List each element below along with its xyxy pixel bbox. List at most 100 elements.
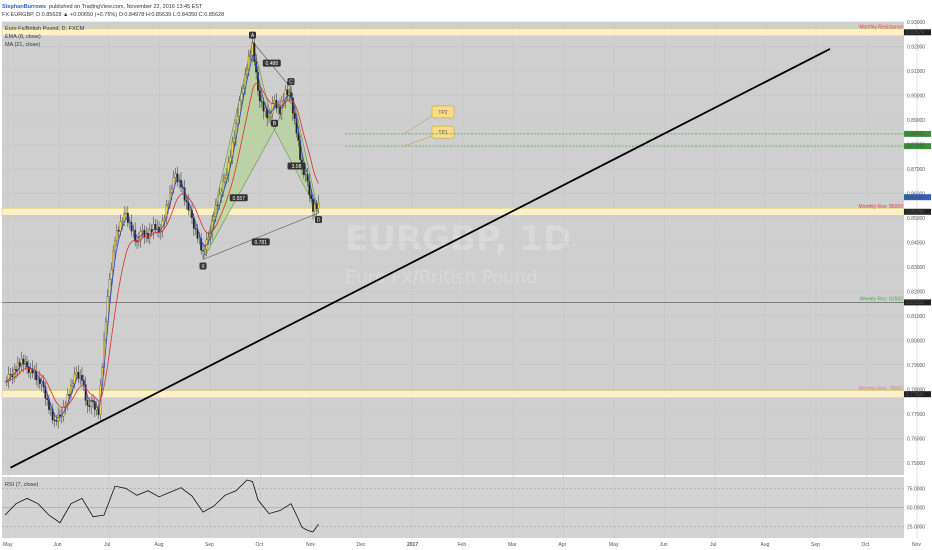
pattern-point-label: C (289, 80, 293, 86)
candle-body (64, 404, 67, 407)
candle-body (46, 397, 49, 400)
candle-body (189, 209, 192, 211)
candle-body (284, 89, 287, 101)
candle-body (106, 296, 109, 323)
candle-body (258, 90, 261, 102)
pattern-point-badge (249, 31, 256, 39)
annotation-layer: X A B C D 0.488 0.557 3.08 0.781 (199, 31, 322, 270)
candle-body (27, 367, 30, 373)
time-tick-label: Mar (508, 542, 517, 548)
candle-body (7, 373, 10, 382)
zone-layer: Monthly Resistance Monthly Res: 85000 Week… (1, 24, 905, 398)
candle-body (134, 230, 137, 242)
candle-body (59, 414, 61, 417)
candle-body (115, 230, 118, 242)
level-price-tag-bg (904, 391, 931, 398)
target-callout-pointer (403, 135, 433, 147)
candle-body (75, 372, 78, 375)
legend-pair: Euro Fx/British Pound, D, FXCM (5, 26, 85, 32)
time-tick-label: Dec (357, 542, 366, 548)
candle-body (286, 89, 289, 96)
time-tick-label: Jun (54, 542, 62, 548)
level-price-tag: 0.85299 (906, 210, 924, 216)
candle-body (198, 238, 201, 240)
level-label: Monthly Res: 85000 (859, 204, 904, 210)
candle-body (293, 113, 296, 119)
candle-body (317, 202, 320, 209)
candle-body (229, 157, 232, 163)
price-tick-label: 0.93000 (907, 20, 925, 26)
candle-body (312, 198, 314, 212)
candle-body (18, 362, 21, 367)
level-label: Monthly Res: 78000 (859, 386, 904, 392)
candle-body (110, 269, 113, 280)
level-label: Weekly Res: 81502 (860, 296, 903, 302)
candle-body (119, 221, 122, 232)
candle-body (216, 204, 219, 206)
candle-body (117, 230, 120, 232)
candle-body (304, 174, 307, 176)
level-price-tag: 0.77806 (906, 392, 924, 398)
candle-body (264, 108, 267, 112)
candle-body (108, 278, 111, 297)
current-price-tag: 0.85626 (906, 195, 924, 201)
candle-body (176, 173, 179, 182)
time-tick-label: Nov (912, 542, 921, 548)
candle-body (16, 362, 19, 371)
target-label: TP2 (438, 110, 447, 116)
candle-body (242, 88, 245, 94)
price-tick-label: 0.91000 (907, 69, 925, 75)
candle-body (224, 178, 226, 182)
candle-body (167, 204, 170, 206)
price-tick-label: 0.92000 (907, 44, 925, 50)
candle-body (123, 213, 126, 222)
candle-body (246, 69, 248, 75)
candle-body (273, 100, 276, 104)
ma-line (4, 82, 319, 409)
time-tick-label: Oct (862, 542, 870, 548)
author-name[interactable]: StephanBurrows (2, 4, 46, 10)
rsi-tick-label: 50.0000 (907, 506, 925, 512)
price-tick-label: 0.89000 (907, 118, 925, 124)
price-tick-label: 0.79000 (907, 363, 925, 369)
pattern-xd-line (202, 212, 319, 260)
level-price-tag: 0.92574 (906, 30, 924, 36)
target-label: TP1 (438, 130, 447, 136)
candle-body (53, 419, 56, 421)
pattern-point-badge (199, 262, 207, 270)
candle-body (251, 42, 254, 56)
candle-body (207, 237, 210, 240)
candle-body (125, 212, 127, 214)
price-tick-label: 0.83000 (907, 265, 925, 271)
candle-body (121, 221, 124, 223)
pattern-point-label: A (251, 33, 255, 39)
level-price-tag-bg (904, 29, 931, 36)
legend-rsi: RSI (7, close) (5, 482, 38, 488)
pattern-point-label: B (273, 121, 277, 127)
candle-body (71, 383, 74, 386)
candle-body (152, 224, 155, 233)
candle-body (203, 249, 206, 252)
candle-body (57, 414, 60, 422)
level-price-tag: 0.81552 (906, 300, 924, 306)
candle-body (15, 369, 17, 371)
level-zone (1, 390, 905, 398)
time-tick-label: May (609, 542, 619, 548)
candle-body (114, 240, 116, 252)
support-trendline (10, 48, 831, 469)
level-zone (1, 28, 905, 37)
ema-line (4, 55, 319, 418)
target-price-tag: 0.87930 (906, 144, 924, 150)
pattern-point-label: D (317, 217, 321, 223)
candle-body (247, 56, 250, 70)
candle-body (257, 71, 259, 91)
candle-body (77, 372, 80, 379)
candle-body (49, 408, 52, 410)
price-tick-label: 0.78000 (907, 387, 925, 393)
pattern-ratio-badge (229, 194, 248, 202)
candle-body (154, 224, 157, 230)
time-tick-label: Sep (811, 542, 820, 548)
pattern-point-badge (271, 119, 278, 127)
pattern-ratio-badge (287, 162, 306, 170)
time-tick-label: Nov (306, 542, 315, 548)
